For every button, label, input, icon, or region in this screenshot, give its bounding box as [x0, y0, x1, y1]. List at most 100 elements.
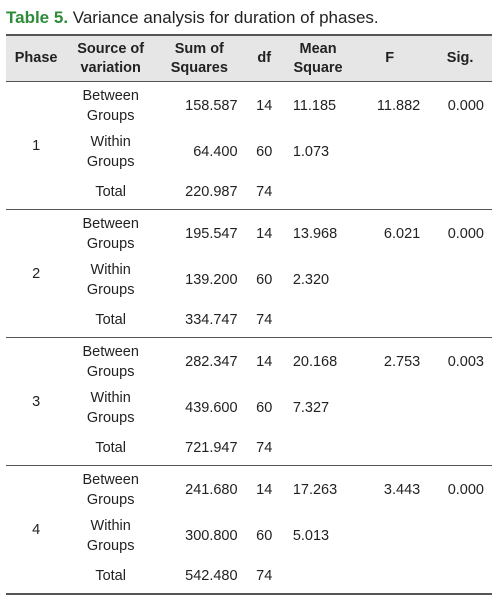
sig-cell [428, 303, 492, 338]
table-row: Total 721.947 74 [6, 431, 492, 466]
df-cell: 60 [256, 400, 273, 416]
header-sum-of-squares: Sum of Squares [155, 34, 244, 82]
table-row: 4 Between Groups 241.680 14 17.263 3.443 … [6, 465, 492, 595]
f-cell [351, 513, 428, 559]
ms-cell: 2.320 [292, 272, 330, 288]
f-cell [351, 129, 428, 175]
df-cell: 74 [243, 559, 285, 595]
f-cell [351, 175, 429, 210]
source-cell: Total [66, 303, 156, 338]
sig-cell [428, 513, 492, 559]
f-cell [351, 257, 428, 303]
f-cell [351, 559, 429, 595]
ms-cell: 11.185 [292, 97, 337, 114]
table-row: 2 Between Groups 195.547 14 13.968 6.021 … [6, 209, 492, 338]
source-cell: Within Groups [86, 134, 135, 170]
header-sig: Sig. [428, 34, 492, 82]
table-title: Variance analysis for duration of phases… [68, 8, 379, 27]
sig-cell: 0.000 [447, 97, 484, 114]
source-cell: Between Groups [82, 471, 139, 508]
sig-cell [428, 175, 492, 210]
ss-cell: 241.680 [185, 481, 238, 498]
phase-cell: 2 [6, 209, 67, 338]
df-cell: 14 [256, 353, 273, 370]
header-df: df [243, 34, 285, 82]
df-cell: 60 [256, 528, 273, 544]
ss-cell: 439.600 [185, 400, 238, 416]
table-row: Within Groups 300.800 60 5.013 [6, 513, 492, 559]
phase-cell: 1 [6, 81, 67, 210]
ms-cell: 7.327 [292, 400, 330, 416]
table-row: Total 542.480 74 [6, 559, 492, 595]
header-source: Source of variation [66, 34, 156, 82]
sig-cell [428, 257, 492, 303]
df-cell: 74 [243, 431, 285, 466]
header-phase: Phase [6, 34, 67, 82]
header-f: F [351, 34, 429, 82]
table-row: Total 334.747 74 [6, 303, 492, 338]
ms-cell: 5.013 [292, 528, 330, 544]
ms-cell [284, 303, 352, 338]
df-cell: 60 [256, 144, 273, 160]
sig-cell [428, 385, 492, 431]
ss-cell: 139.200 [185, 272, 238, 288]
source-cell: Between Groups [82, 87, 139, 124]
table-row: 3 Between Groups 282.347 14 20.168 2.753 … [6, 337, 492, 466]
table-row: Within Groups 439.600 60 7.327 [6, 385, 492, 431]
table-caption: Table 5. Variance analysis for duration … [6, 7, 379, 29]
sig-cell [428, 559, 492, 595]
f-cell: 3.443 [383, 481, 421, 498]
df-cell: 60 [256, 272, 273, 288]
f-cell [351, 303, 429, 338]
f-cell [351, 385, 428, 431]
sig-cell [428, 129, 492, 175]
df-cell: 74 [243, 303, 285, 338]
ms-cell [284, 559, 352, 595]
phase-cell: 4 [6, 465, 67, 595]
ms-cell: 13.968 [292, 225, 338, 242]
source-cell: Between Groups [82, 215, 139, 252]
header-row: Phase Source of variation Sum of Squares d… [6, 34, 492, 82]
ss-cell: 334.747 [155, 303, 244, 338]
f-cell [351, 431, 429, 466]
sig-cell: 0.003 [447, 353, 484, 370]
ms-cell: 1.073 [292, 144, 330, 160]
table-label: Table 5. [6, 8, 69, 27]
ms-cell: 20.168 [292, 353, 338, 370]
source-cell: Within Groups [86, 262, 135, 298]
table-row: Within Groups 64.400 60 1.073 [6, 129, 492, 175]
anova-table: Phase Source of variation Sum of Squares d… [6, 34, 492, 595]
phase-cell: 3 [6, 337, 67, 466]
ss-cell: 158.587 [185, 97, 238, 114]
ss-cell: 195.547 [185, 225, 238, 242]
ss-cell: 721.947 [155, 431, 244, 466]
df-cell: 14 [256, 481, 273, 498]
header-mean-square: Mean Square [284, 34, 352, 82]
source-cell: Total [66, 431, 156, 466]
sig-cell: 0.000 [447, 481, 484, 498]
sig-cell: 0.000 [447, 225, 484, 242]
ms-cell [284, 431, 352, 466]
source-cell: Total [66, 559, 156, 595]
df-cell: 14 [256, 97, 273, 114]
source-cell: Between Groups [82, 343, 139, 380]
table-row: 1 Between Groups 158.587 14 11.185 11.882… [6, 81, 492, 210]
df-cell: 74 [243, 175, 285, 210]
ss-cell: 542.480 [155, 559, 244, 595]
ms-cell: 17.263 [292, 481, 338, 498]
source-cell: Total [66, 175, 156, 210]
ss-cell: 64.400 [193, 144, 238, 160]
ss-cell: 282.347 [185, 353, 238, 370]
f-cell: 6.021 [383, 225, 421, 242]
source-cell: Within Groups [86, 518, 135, 554]
f-cell: 11.882 [376, 97, 421, 114]
ms-cell [284, 175, 352, 210]
ss-cell: 220.987 [155, 175, 244, 210]
df-cell: 14 [256, 225, 273, 242]
sig-cell [428, 431, 492, 466]
ss-cell: 300.800 [185, 528, 238, 544]
table-row: Total 220.987 74 [6, 175, 492, 210]
source-cell: Within Groups [86, 390, 135, 426]
f-cell: 2.753 [383, 353, 421, 370]
table-row: Within Groups 139.200 60 2.320 [6, 257, 492, 303]
